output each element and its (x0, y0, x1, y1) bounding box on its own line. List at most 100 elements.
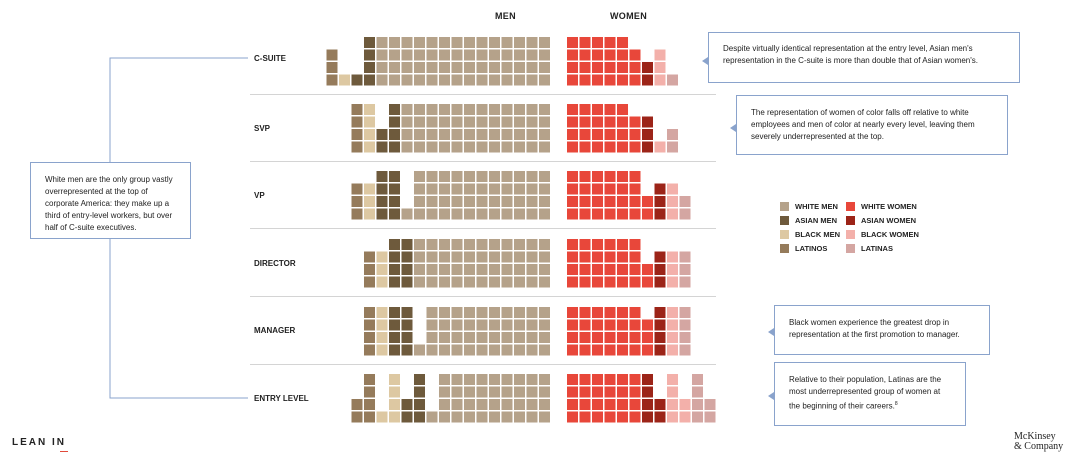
waffle-cell-white-women (617, 251, 628, 263)
waffle-cell-latinas (679, 264, 691, 275)
legend-label: WHITE MEN (795, 202, 838, 211)
waffle-cell-black-men (376, 264, 388, 275)
waffle-cell-white-women (592, 129, 603, 140)
waffle-cell-white-women (617, 183, 628, 195)
waffle-cell-white-women (579, 307, 591, 318)
waffle-cell-latinos (364, 276, 375, 288)
waffle-cell-white-men (439, 171, 450, 182)
waffle-cell-asian-women (642, 62, 653, 73)
waffle-cell-white-women (592, 399, 603, 410)
waffle-cell-white-men (526, 264, 538, 275)
waffle-cell-white-men (501, 62, 513, 73)
waffle-cell-white-women (567, 344, 578, 356)
waffle-cell-white-men (426, 239, 438, 250)
waffle-cell-white-women (604, 196, 616, 207)
waffle-cell-white-men (476, 319, 488, 331)
waffle-cell-white-men (451, 264, 463, 275)
waffle-cell-asian-men (389, 239, 400, 250)
waffle-cell-white-women (579, 37, 591, 48)
waffle-cell-white-women (567, 74, 578, 86)
waffle-cell-white-men (464, 319, 475, 331)
waffle-cell-latinos (326, 49, 338, 61)
waffle-cell-white-men (389, 62, 400, 73)
waffle-cell-white-men (514, 208, 525, 220)
waffle-cell-asian-men (401, 276, 413, 288)
waffle-cell-white-men (464, 276, 475, 288)
lean-in-logo: LEAN IN (12, 437, 68, 452)
waffle-cell-black-men (364, 196, 375, 207)
waffle-cell-asian-men (401, 307, 413, 318)
waffle-cell-latinas (679, 332, 691, 343)
waffle-cell-white-women (617, 332, 628, 343)
waffle-cell-white-men (501, 74, 513, 86)
callout-white-men-text: White men are the only group vastly over… (45, 175, 173, 232)
waffle-cell-black-men (364, 129, 375, 140)
waffle-cell-white-women (567, 374, 578, 385)
waffle-cell-white-men (539, 332, 550, 343)
waffle-cell-white-men (526, 399, 538, 410)
waffle-cell-white-men (426, 196, 438, 207)
waffle-cell-asian-men (401, 411, 413, 423)
waffle-cell-white-men (414, 49, 425, 61)
waffle-cell-white-women (604, 141, 616, 153)
waffle-cell-white-men (451, 62, 463, 73)
waffle-cell-white-women (579, 129, 591, 140)
waffle-cell-latinos (364, 319, 375, 331)
waffle-cell-white-women (567, 116, 578, 128)
waffle-cell-white-women (642, 332, 653, 343)
waffle-cell-asian-women (642, 141, 653, 153)
legend-item-black-men: BLACK MEN (780, 230, 840, 239)
waffle-cell-white-men (451, 399, 463, 410)
waffle-cell-white-men (414, 183, 425, 195)
waffle-cell-white-women (604, 399, 616, 410)
waffle-cell-white-men (539, 62, 550, 73)
waffle-cell-white-women (617, 141, 628, 153)
waffle-cell-white-women (592, 411, 603, 423)
waffle-cell-white-men (476, 129, 488, 140)
waffle-cell-black-women (667, 196, 678, 207)
waffle-cell-white-men (389, 49, 400, 61)
waffle-cell-black-women (667, 386, 678, 398)
waffle-cell-latinas (667, 141, 678, 153)
waffle-cell-white-women (567, 239, 578, 250)
waffle-cell-asian-men (376, 183, 388, 195)
waffle-cell-white-men (464, 74, 475, 86)
waffle-cell-black-women (667, 374, 678, 385)
waffle-cell-white-women (592, 49, 603, 61)
waffle-cell-asian-men (414, 374, 425, 385)
waffle-cell-white-women (567, 37, 578, 48)
waffle-cell-latinas (679, 208, 691, 220)
waffle-cell-white-men (526, 276, 538, 288)
waffle-cell-latinas (679, 319, 691, 331)
waffle-cell-white-men (489, 208, 500, 220)
waffle-cell-white-men (526, 208, 538, 220)
legend-swatch (846, 244, 855, 253)
waffle-cell-white-men (414, 129, 425, 140)
waffle-cell-white-women (629, 196, 641, 207)
waffle-cell-white-women (629, 332, 641, 343)
waffle-cell-white-women (642, 196, 653, 207)
waffle-cell-white-women (604, 208, 616, 220)
waffle-cell-asian-men (401, 319, 413, 331)
waffle-cell-white-men (514, 196, 525, 207)
waffle-cell-white-men (439, 411, 450, 423)
waffle-cell-latinas (667, 129, 678, 140)
waffle-cell-white-men (514, 411, 525, 423)
waffle-cell-white-women (592, 386, 603, 398)
waffle-cell-white-men (464, 37, 475, 48)
waffle-cell-white-men (476, 183, 488, 195)
waffle-cell-white-men (464, 141, 475, 153)
waffle-cell-white-women (579, 319, 591, 331)
waffle-cell-white-women (604, 129, 616, 140)
waffle-cell-white-women (604, 37, 616, 48)
waffle-cell-asian-men (389, 276, 400, 288)
waffle-cell-white-men (539, 74, 550, 86)
waffle-cell-white-women (567, 49, 578, 61)
waffle-cell-white-women (604, 49, 616, 61)
waffle-cell-black-men (364, 116, 375, 128)
waffle-cell-white-women (617, 386, 628, 398)
waffle-cell-white-women (567, 332, 578, 343)
waffle-cell-white-men (439, 374, 450, 385)
waffle-cell-white-men (489, 104, 500, 115)
waffle-cell-white-women (579, 208, 591, 220)
